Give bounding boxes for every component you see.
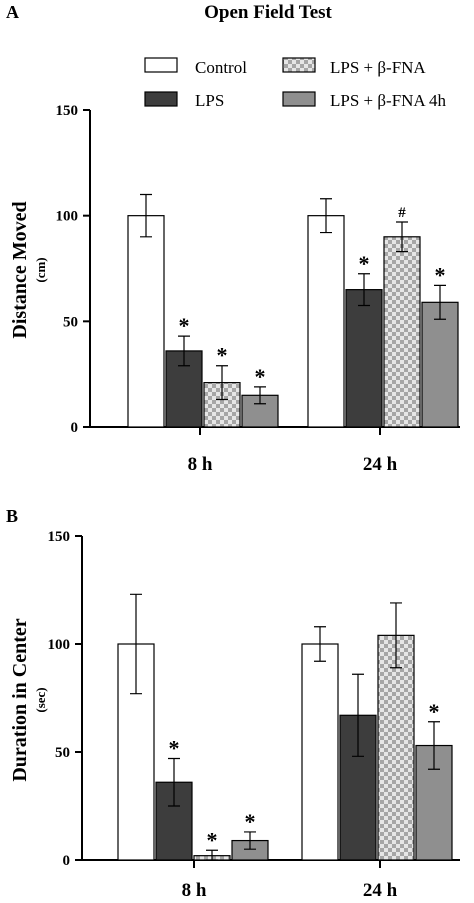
panel-b-letter: B	[6, 506, 18, 526]
error-bar-a-lps-0	[178, 335, 190, 367]
sig-mark-a-lps-0: *	[179, 313, 190, 338]
legend-label-control: Control	[195, 58, 247, 77]
figure-title: Open Field Test	[204, 2, 332, 23]
legend-label-lps-bfna: LPS + β-FNA	[330, 58, 426, 77]
panel-b-ylabel: Duration in Center	[9, 618, 31, 781]
error-bar-a-control-1	[320, 198, 332, 234]
bar-b-lps-bfna-1	[377, 634, 415, 861]
y-tick-label-a-1: 50	[63, 314, 78, 330]
sig-mark-a-lps-bfna-1: #	[398, 205, 406, 221]
error-bar-a-lps-bfna-4h-0	[254, 386, 266, 405]
bar-a-control-1	[307, 215, 345, 428]
panel-a-letter: A	[6, 2, 19, 22]
sig-mark-a-lps-bfna-4h-1: *	[435, 262, 446, 287]
sig-mark-b-lps-bfna-0: *	[207, 827, 218, 852]
x-tick-label-a-1: 24 h	[363, 454, 398, 475]
legend-item-lps-bfna: LPS + β-FNA	[282, 57, 426, 77]
error-bar-a-lps-bfna-0	[216, 365, 228, 401]
legend-swatch-lps-bfna-4h	[282, 91, 316, 107]
x-tick-label-b-1: 24 h	[363, 880, 398, 901]
legend-label-lps-bfna-4h: LPS + β-FNA 4h	[330, 91, 447, 110]
panel-a-ylabel: Distance Moved	[9, 201, 31, 338]
legend-label-lps: LPS	[195, 91, 224, 110]
error-bar-b-lps-1	[352, 673, 364, 757]
legend-item-lps-bfna-4h: LPS + β-FNA 4h	[282, 91, 447, 110]
y-tick-label-a-3: 150	[56, 103, 79, 119]
sig-mark-b-lps-bfna-4h-1: *	[429, 699, 440, 724]
bar-a-control-0	[127, 215, 165, 428]
panel-a-yunit: (cm)	[33, 257, 48, 282]
error-bar-b-lps-bfna-0	[206, 849, 218, 861]
error-bar-b-lps-bfna-4h-0	[244, 831, 256, 850]
x-tick-label-a-0: 8 h	[188, 454, 213, 475]
x-tick-label-b-0: 8 h	[182, 880, 207, 901]
bar-a-lps-0	[165, 350, 203, 428]
y-tick-label-a-2: 100	[56, 209, 79, 225]
bar-a-lps-bfna-4h-1	[421, 301, 459, 428]
y-tick-label-b-0: 0	[63, 853, 71, 869]
y-tick-label-b-2: 100	[48, 637, 71, 653]
error-bar-b-control-0	[130, 593, 142, 695]
error-bar-b-lps-bfna-1	[390, 602, 402, 669]
error-bar-a-lps-bfna-4h-1	[434, 284, 446, 320]
legend-item-control: Control	[144, 57, 247, 77]
bar-a-lps-1	[345, 289, 383, 428]
error-bar-a-control-0	[140, 193, 152, 238]
legend-swatch-control	[144, 57, 178, 73]
error-bar-b-control-1	[314, 626, 326, 662]
panel-b-yunit: (sec)	[33, 687, 48, 712]
sig-mark-b-lps-bfna-4h-0: *	[245, 809, 256, 834]
panel-b-plot: 0 50 100 150 8 h 24 h * * * *	[48, 529, 460, 901]
error-bar-b-lps-bfna-4h-1	[428, 721, 440, 770]
bar-b-control-1	[301, 643, 339, 861]
y-tick-label-b-3: 150	[48, 529, 71, 545]
legend-swatch-lps-bfna	[282, 57, 316, 73]
error-bar-b-lps-0	[168, 757, 180, 807]
legend: Control LPS LPS + β-FNA LPS + β-FNA 4h	[144, 57, 447, 110]
error-bar-a-lps-bfna-1	[396, 221, 408, 253]
y-tick-label-a-0: 0	[71, 420, 79, 436]
bar-a-lps-bfna-4h-0	[241, 394, 279, 428]
bar-a-lps-bfna-1	[383, 236, 421, 428]
sig-mark-a-lps-bfna-4h-0: *	[255, 364, 266, 389]
legend-item-lps: LPS	[144, 91, 224, 110]
error-bar-a-lps-1	[358, 273, 370, 307]
sig-mark-b-lps-0: *	[169, 735, 180, 760]
sig-mark-a-lps-bfna-0: *	[217, 343, 228, 368]
legend-swatch-lps	[144, 91, 178, 107]
sig-mark-a-lps-1: *	[359, 251, 370, 276]
y-tick-label-b-1: 50	[55, 745, 70, 761]
panel-a-plot: 0 50 100 150 8 h 24 h * * * # * *	[56, 103, 460, 475]
